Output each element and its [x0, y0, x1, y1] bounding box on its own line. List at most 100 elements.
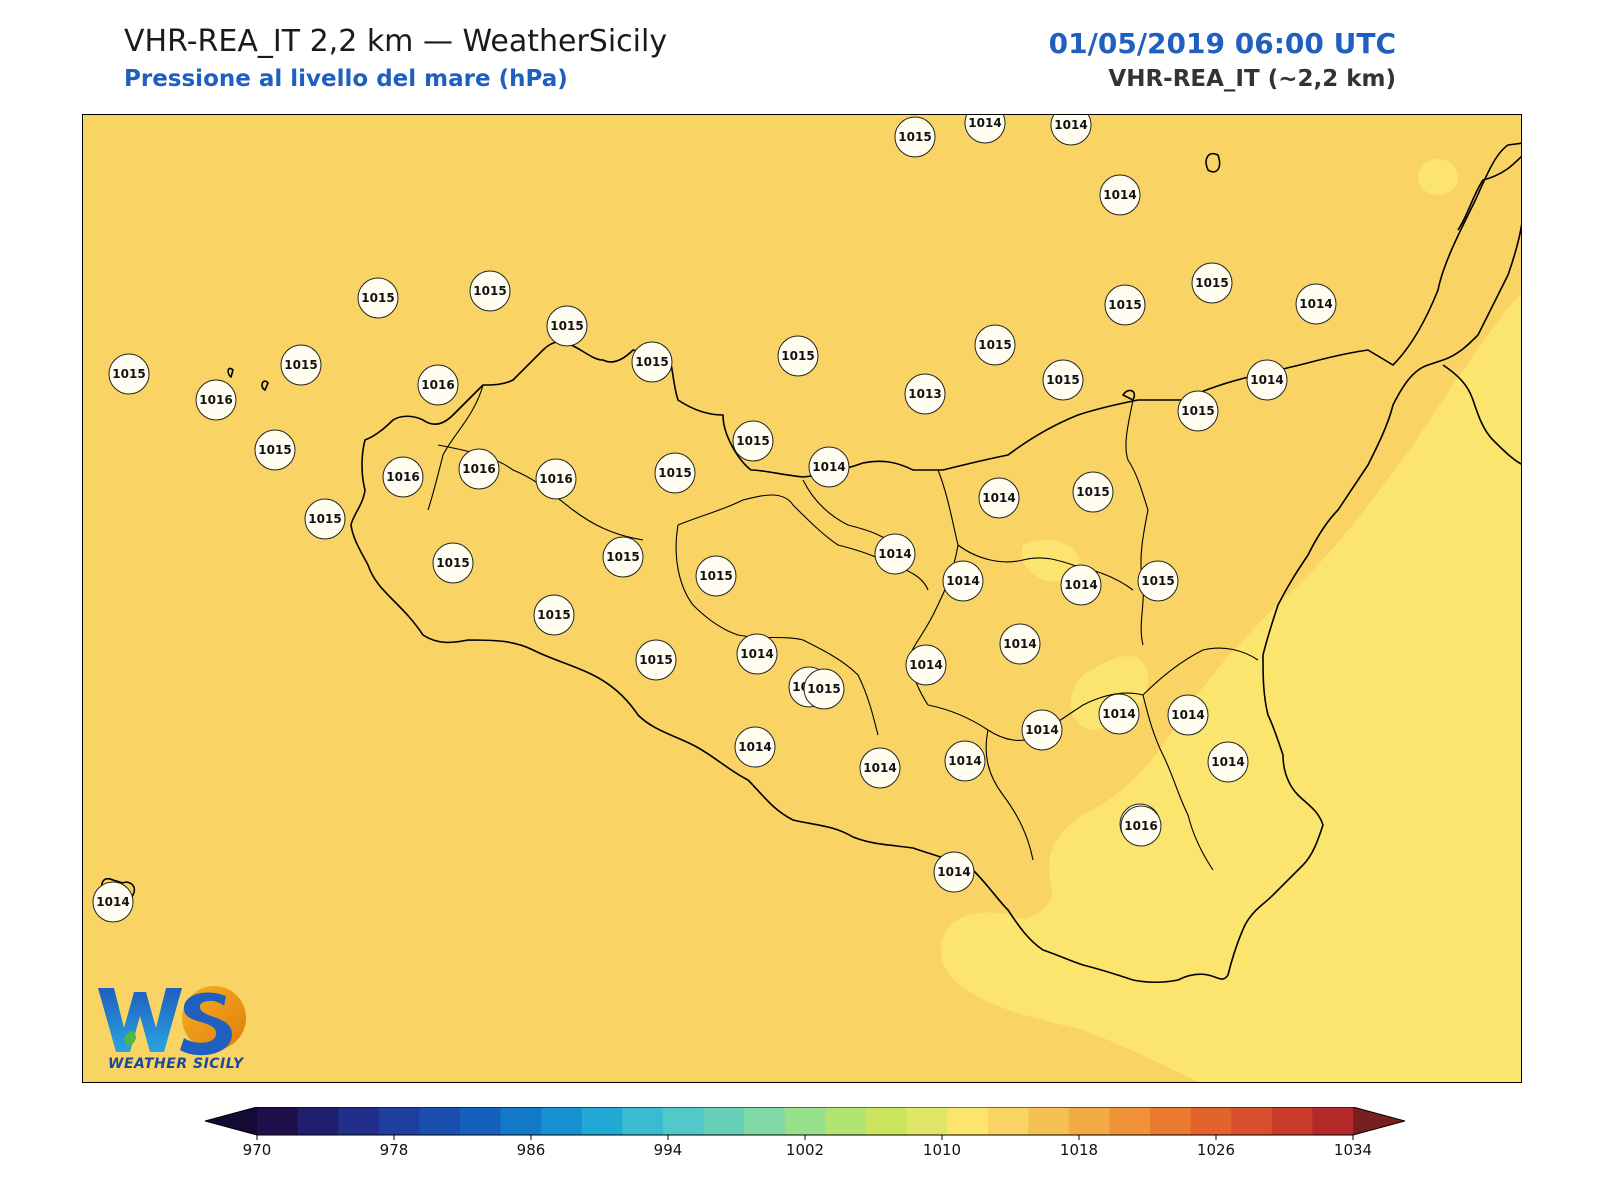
pressure-marker-circle — [905, 644, 947, 686]
map-canvas: 1015 1014 1014 1014 1015 1015 1015 1015 1015 1014… — [83, 115, 1521, 1082]
pressure-marker-circle — [1099, 174, 1141, 216]
pressure-marker-circle — [280, 344, 322, 386]
pressure-marker: 1014 — [942, 560, 984, 602]
colorbar-bin — [338, 1107, 380, 1135]
logo-s-letter — [180, 992, 232, 1056]
pressure-marker-circle — [458, 448, 500, 490]
pressure-value-label: 1014 — [968, 116, 1001, 130]
pressure-value-label: 1014 — [1064, 578, 1097, 592]
colorbar-bin — [662, 1107, 705, 1135]
pressure-marker: 1015 — [732, 420, 774, 462]
pressure-value-label: 1014 — [878, 547, 911, 561]
pressure-marker-circle — [942, 560, 984, 602]
colorbar-bin — [947, 1107, 989, 1135]
pressure-marker: 1015 — [304, 498, 346, 540]
colorbar-bin — [865, 1107, 907, 1135]
pressure-value-label: 1014 — [738, 740, 771, 754]
pressure-value-label: 1015 — [635, 355, 668, 369]
pressure-value-label: 1014 — [982, 491, 1015, 505]
pressure-marker: 1015 — [1042, 359, 1084, 401]
pressure-value-label: 1015 — [807, 682, 840, 696]
colorbar-bin — [744, 1107, 786, 1135]
sicily-coastline — [101, 142, 1521, 984]
pressure-marker: 1015 — [546, 305, 588, 347]
pressure-marker: 1014 — [1246, 359, 1288, 401]
pressure-marker: 1015 — [777, 335, 819, 377]
pressure-marker-circle — [732, 420, 774, 462]
logo-w-letter — [98, 988, 182, 1052]
colorbar-bin — [1231, 1107, 1273, 1135]
colorbar-bin — [581, 1107, 623, 1135]
pressure-marker: 1015 — [357, 277, 399, 319]
colorbar-bin — [1109, 1107, 1151, 1135]
pressure-marker: 1015 — [469, 270, 511, 312]
pressure-marker: 1015 — [1072, 471, 1114, 513]
colorbar-bin — [378, 1107, 420, 1135]
pressure-marker: 1015 — [533, 594, 575, 636]
pressure-marker: 1014 — [1167, 694, 1209, 736]
pressure-value-label: 1016 — [462, 462, 495, 476]
pressure-value-label: 1014 — [1299, 297, 1332, 311]
pressure-marker: 1015 — [654, 452, 696, 494]
pressure-marker-circle — [894, 116, 936, 158]
colorbar-bin — [419, 1107, 461, 1135]
pressure-map: 1015 1014 1014 1014 1015 1015 1015 1015 1015 1014… — [82, 114, 1522, 1083]
border-messina-catania — [1125, 399, 1149, 646]
colorbar-tick-label: 978 — [380, 1141, 409, 1159]
pressure-marker: 1014 — [999, 623, 1041, 665]
colorbar-tick-label: 986 — [517, 1141, 546, 1159]
pressure-marker: 1014 — [1060, 564, 1102, 606]
pressure-marker-circle — [254, 429, 296, 471]
pressure-marker-circle — [874, 533, 916, 575]
pressure-marker-circle — [535, 458, 577, 500]
field-zone-1013 — [941, 292, 1521, 1082]
pressure-colorbar: 970 978 986 994 1002 1010 1018 1026 1034 — [205, 1107, 1405, 1159]
colorbar-bin — [1150, 1107, 1192, 1135]
logo-leaf-icon — [124, 1031, 136, 1046]
border-trapani-palermo — [427, 384, 484, 511]
pressure-marker-circle — [654, 452, 696, 494]
pressure-marker-circle — [1295, 283, 1337, 325]
pressure-marker-circle — [546, 305, 588, 347]
pressure-value-label: 1015 — [258, 443, 291, 457]
field-zone-1013-north — [1418, 159, 1458, 195]
pressure-marker-circle — [695, 555, 737, 597]
pressure-marker-circle — [92, 881, 134, 923]
pressure-marker-circle — [999, 623, 1041, 665]
pressure-marker: 1014 — [736, 633, 778, 675]
pressure-marker: 1015 — [254, 429, 296, 471]
pressure-value-label: 1013 — [908, 387, 941, 401]
pressure-marker-circle — [602, 536, 644, 578]
colorbar-under-arrow — [205, 1107, 257, 1135]
pressure-marker-circle — [736, 633, 778, 675]
pressure-value-label: 1016 — [421, 378, 454, 392]
pressure-marker: 1014 — [1295, 283, 1337, 325]
pressure-marker: 1014 — [734, 726, 776, 768]
pressure-marker-circle — [808, 446, 850, 488]
pressure-marker-circle — [469, 270, 511, 312]
pressure-value-label: 1015 — [361, 291, 394, 305]
colorbar-bin — [1271, 1107, 1313, 1135]
pressure-value-label: 1015 — [978, 338, 1011, 352]
pressure-value-label: 1014 — [1003, 637, 1036, 651]
pressure-marker-circle — [1120, 805, 1162, 847]
colorbar-tick-label: 1034 — [1334, 1141, 1372, 1159]
pressure-marker-circle — [859, 747, 901, 789]
pressure-value-label: 1016 — [199, 393, 232, 407]
coast-lipari — [1122, 389, 1136, 401]
pressure-marker: 1014 — [978, 477, 1020, 519]
pressure-marker-circle — [1060, 564, 1102, 606]
colorbar-bin — [541, 1107, 583, 1135]
pressure-marker-circle — [933, 851, 975, 893]
logo-text: WEATHER SICILY — [108, 1056, 244, 1072]
weathersicily-logo — [98, 986, 246, 1056]
coast-main-outline — [350, 142, 1521, 984]
pressure-value-label: 1015 — [1108, 298, 1141, 312]
colorbar-tick-label: 1026 — [1197, 1141, 1235, 1159]
field-zone-1013-etna — [1021, 539, 1079, 582]
colorbar-over-arrow — [1353, 1107, 1405, 1135]
pressure-value-label: 1015 — [606, 550, 639, 564]
pressure-marker-circle — [944, 740, 986, 782]
pressure-value-label: 1014 — [96, 895, 129, 909]
pressure-marker: 1015 — [432, 542, 474, 584]
